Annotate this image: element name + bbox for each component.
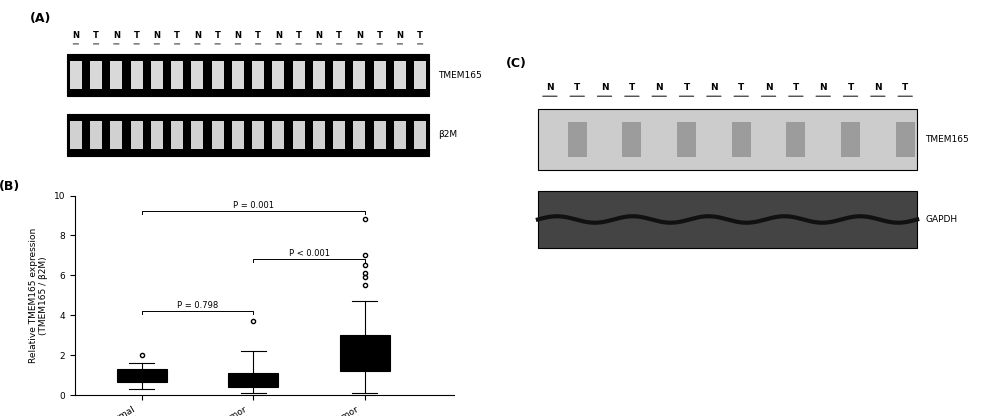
Bar (67, 114, 429, 156)
Text: N: N (356, 32, 363, 40)
Text: T: T (574, 83, 581, 92)
Bar (131, 62, 143, 89)
Text: T: T (93, 32, 99, 40)
Bar (414, 121, 426, 149)
Text: N: N (546, 83, 554, 92)
Text: T: T (175, 32, 180, 40)
Bar (538, 109, 917, 170)
Bar (232, 121, 244, 149)
Bar (623, 122, 642, 157)
Text: T: T (336, 32, 342, 40)
Bar (353, 62, 365, 89)
Text: N: N (601, 83, 609, 92)
Bar (313, 121, 325, 149)
Bar (151, 121, 163, 149)
Text: T: T (847, 83, 853, 92)
Bar (568, 122, 587, 157)
PathPatch shape (117, 369, 167, 382)
Text: N: N (656, 83, 663, 92)
Bar (272, 62, 284, 89)
Bar (732, 122, 750, 157)
Text: N: N (396, 32, 403, 40)
Bar (131, 121, 143, 149)
Bar (333, 62, 345, 89)
Text: N: N (274, 32, 281, 40)
Bar (353, 121, 365, 149)
Bar (151, 62, 163, 89)
Bar (252, 121, 264, 149)
PathPatch shape (339, 335, 390, 371)
Text: T: T (215, 32, 221, 40)
Text: N: N (874, 83, 881, 92)
Text: N: N (113, 32, 120, 40)
Bar (212, 121, 224, 149)
Text: (B): (B) (0, 180, 20, 193)
Bar (786, 122, 805, 157)
Bar (90, 121, 102, 149)
Bar (394, 62, 406, 89)
Text: T: T (629, 83, 635, 92)
Text: T: T (684, 83, 690, 92)
PathPatch shape (229, 373, 278, 387)
Text: T: T (792, 83, 799, 92)
Bar (192, 62, 204, 89)
Text: T: T (902, 83, 908, 92)
Bar (373, 62, 385, 89)
Text: T: T (295, 32, 301, 40)
Bar (895, 122, 915, 157)
Text: N: N (72, 32, 80, 40)
Bar (70, 121, 82, 149)
Text: P < 0.001: P < 0.001 (288, 250, 329, 258)
Text: β2M: β2M (438, 130, 458, 139)
Text: N: N (235, 32, 242, 40)
Bar (373, 121, 385, 149)
Text: N: N (710, 83, 718, 92)
Text: P = 0.001: P = 0.001 (233, 201, 273, 210)
Bar (90, 62, 102, 89)
Bar (67, 54, 429, 97)
Bar (111, 121, 123, 149)
Text: T: T (255, 32, 261, 40)
Bar (677, 122, 697, 157)
Text: N: N (819, 83, 827, 92)
Text: P = 0.798: P = 0.798 (177, 301, 219, 310)
Bar (232, 62, 244, 89)
Bar (212, 62, 224, 89)
Bar (252, 62, 264, 89)
Text: T: T (376, 32, 382, 40)
Bar (414, 62, 426, 89)
Bar (394, 121, 406, 149)
Text: N: N (764, 83, 772, 92)
Bar (292, 62, 304, 89)
Text: (C): (C) (506, 57, 527, 70)
Bar (70, 62, 82, 89)
Bar (192, 121, 204, 149)
Text: TMEM165: TMEM165 (925, 135, 969, 144)
Bar (272, 121, 284, 149)
Bar (333, 121, 345, 149)
Bar (313, 62, 325, 89)
Bar (841, 122, 860, 157)
Text: T: T (417, 32, 423, 40)
Bar (292, 121, 304, 149)
Bar (171, 62, 183, 89)
Text: T: T (739, 83, 745, 92)
Bar (111, 62, 123, 89)
Bar (538, 191, 917, 248)
Text: GAPDH: GAPDH (925, 215, 957, 224)
Text: N: N (315, 32, 322, 40)
Text: (A): (A) (30, 12, 51, 25)
Text: N: N (154, 32, 161, 40)
Text: T: T (134, 32, 140, 40)
Text: TMEM165: TMEM165 (438, 71, 482, 80)
Text: N: N (194, 32, 201, 40)
Y-axis label: Relative TMEM165 expression
(TMEM165 / β2M): Relative TMEM165 expression (TMEM165 / β… (29, 228, 48, 363)
Bar (171, 121, 183, 149)
